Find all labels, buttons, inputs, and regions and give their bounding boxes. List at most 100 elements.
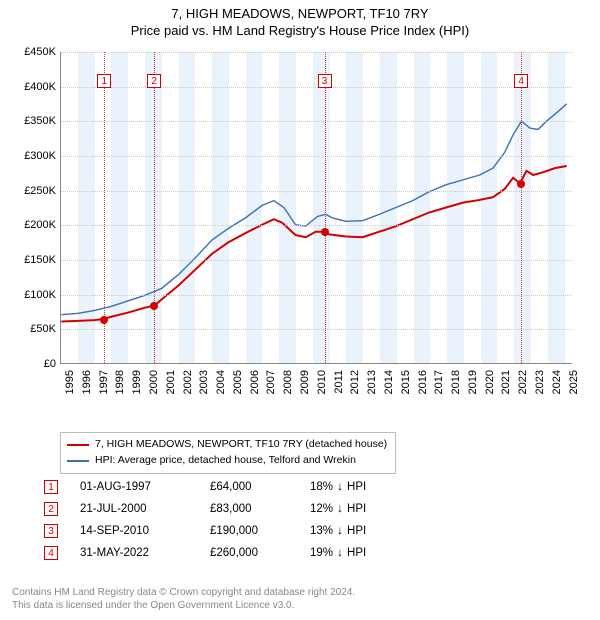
plot-area: 1 2 3 4 xyxy=(60,52,572,364)
down-arrow-icon: ↓ xyxy=(333,547,347,559)
event-table-row: 4 31-MAY-2022£260,00019%↓HPI xyxy=(44,542,387,564)
series-line xyxy=(61,104,566,315)
x-axis-label: 2025 xyxy=(568,370,580,394)
x-axis-label: 2007 xyxy=(265,370,277,394)
x-axis-label: 2017 xyxy=(433,370,445,394)
down-arrow-icon: ↓ xyxy=(333,503,347,515)
chart-title-block: 7, HIGH MEADOWS, NEWPORT, TF10 7RY Price… xyxy=(0,0,600,40)
footer: Contains HM Land Registry data © Crown c… xyxy=(12,586,588,612)
event-marker xyxy=(517,180,525,188)
event-price: £83,000 xyxy=(210,503,310,515)
event-date: 14-SEP-2010 xyxy=(80,525,210,537)
x-axis-label: 2010 xyxy=(316,370,328,394)
gridline xyxy=(61,225,572,226)
y-axis-label: £450K xyxy=(16,46,56,58)
x-axis-label: 2024 xyxy=(551,370,563,394)
x-axis-label: 2018 xyxy=(450,370,462,394)
event-number-box: 3 xyxy=(318,74,332,88)
y-axis-label: £100K xyxy=(16,289,56,301)
hpi-label: HPI xyxy=(347,547,387,559)
down-arrow-icon: ↓ xyxy=(333,525,347,537)
y-axis-label: £0 xyxy=(16,358,56,370)
events-table: 101-AUG-1997£64,00018%↓HPI221-JUL-2000£8… xyxy=(44,476,387,564)
x-axis-label: 2013 xyxy=(366,370,378,394)
event-line xyxy=(521,52,522,363)
x-axis-label: 1999 xyxy=(131,370,143,394)
event-num: 1 xyxy=(44,480,58,494)
x-axis-label: 1997 xyxy=(98,370,110,394)
event-num: 4 xyxy=(44,546,58,560)
y-axis-label: £150K xyxy=(16,254,56,266)
event-table-row: 101-AUG-1997£64,00018%↓HPI xyxy=(44,476,387,498)
x-axis-label: 2023 xyxy=(534,370,546,394)
x-axis-label: 2022 xyxy=(517,370,529,394)
event-date: 01-AUG-1997 xyxy=(80,481,210,493)
y-axis-label: £400K xyxy=(16,81,56,93)
event-price: £190,000 xyxy=(210,525,310,537)
x-axis-label: 2006 xyxy=(249,370,261,394)
gridline xyxy=(61,121,572,122)
x-axis-label: 2015 xyxy=(400,370,412,394)
x-axis-label: 2005 xyxy=(232,370,244,394)
y-axis-label: £350K xyxy=(16,115,56,127)
gridline xyxy=(61,260,572,261)
x-axis-label: 2016 xyxy=(417,370,429,394)
gridline xyxy=(61,156,572,157)
event-pct: 13% xyxy=(310,525,333,537)
event-price: £64,000 xyxy=(210,481,310,493)
event-date: 21-JUL-2000 xyxy=(80,503,210,515)
legend-label: HPI: Average price, detached house, Telf… xyxy=(95,453,356,469)
title-line-2: Price paid vs. HM Land Registry's House … xyxy=(0,23,600,40)
event-pct: 19% xyxy=(310,547,333,559)
hpi-label: HPI xyxy=(347,503,387,515)
x-axis-label: 1998 xyxy=(114,370,126,394)
title-line-1: 7, HIGH MEADOWS, NEWPORT, TF10 7RY xyxy=(0,6,600,23)
y-axis-label: £250K xyxy=(16,185,56,197)
x-axis-label: 2000 xyxy=(148,370,160,394)
event-price: £260,000 xyxy=(210,547,310,559)
legend: 7, HIGH MEADOWS, NEWPORT, TF10 7RY (deta… xyxy=(60,432,396,474)
x-axis-label: 2014 xyxy=(383,370,395,394)
chart: 1234 £0£50K£100K£150K£200K£250K£300K£350… xyxy=(16,48,584,418)
chart-lines xyxy=(61,52,572,363)
gridline xyxy=(61,329,572,330)
event-num: 2 xyxy=(44,502,58,516)
gridline xyxy=(61,295,572,296)
legend-item: HPI: Average price, detached house, Telf… xyxy=(67,453,387,469)
x-axis-label: 2019 xyxy=(467,370,479,394)
event-num: 3 xyxy=(44,524,58,538)
event-table-row: 3 14-SEP-2010£190,00013%↓HPI xyxy=(44,520,387,542)
event-marker xyxy=(150,302,158,310)
legend-swatch xyxy=(67,460,89,462)
legend-item: 7, HIGH MEADOWS, NEWPORT, TF10 7RY (deta… xyxy=(67,437,387,453)
x-axis-label: 2021 xyxy=(500,370,512,394)
event-number-box: 1 xyxy=(97,74,111,88)
x-axis-label: 2001 xyxy=(165,370,177,394)
x-axis-label: 1996 xyxy=(81,370,93,394)
footer-line-2: This data is licensed under the Open Gov… xyxy=(12,599,588,612)
x-axis-label: 2012 xyxy=(349,370,361,394)
event-pct: 12% xyxy=(310,503,333,515)
x-axis-label: 2020 xyxy=(484,370,496,394)
hpi-label: HPI xyxy=(347,481,387,493)
footer-line-1: Contains HM Land Registry data © Crown c… xyxy=(12,586,588,599)
down-arrow-icon: ↓ xyxy=(333,481,347,493)
x-axis-label: 2009 xyxy=(299,370,311,394)
event-date: 31-MAY-2022 xyxy=(80,547,210,559)
gridline xyxy=(61,191,572,192)
y-axis-label: £300K xyxy=(16,150,56,162)
hpi-label: HPI xyxy=(347,525,387,537)
legend-swatch xyxy=(67,444,89,446)
x-axis-label: 2008 xyxy=(282,370,294,394)
y-axis-label: £200K xyxy=(16,219,56,231)
event-marker xyxy=(100,316,108,324)
legend-label: 7, HIGH MEADOWS, NEWPORT, TF10 7RY (deta… xyxy=(95,437,387,453)
x-axis-label: 2003 xyxy=(198,370,210,394)
event-number-box: 4 xyxy=(514,74,528,88)
gridline xyxy=(61,52,572,53)
x-axis-label: 1995 xyxy=(64,370,76,394)
event-number-box: 2 xyxy=(147,74,161,88)
x-axis-label: 2011 xyxy=(333,370,345,394)
event-table-row: 2 21-JUL-2000£83,00012%↓HPI xyxy=(44,498,387,520)
event-line xyxy=(325,52,326,363)
